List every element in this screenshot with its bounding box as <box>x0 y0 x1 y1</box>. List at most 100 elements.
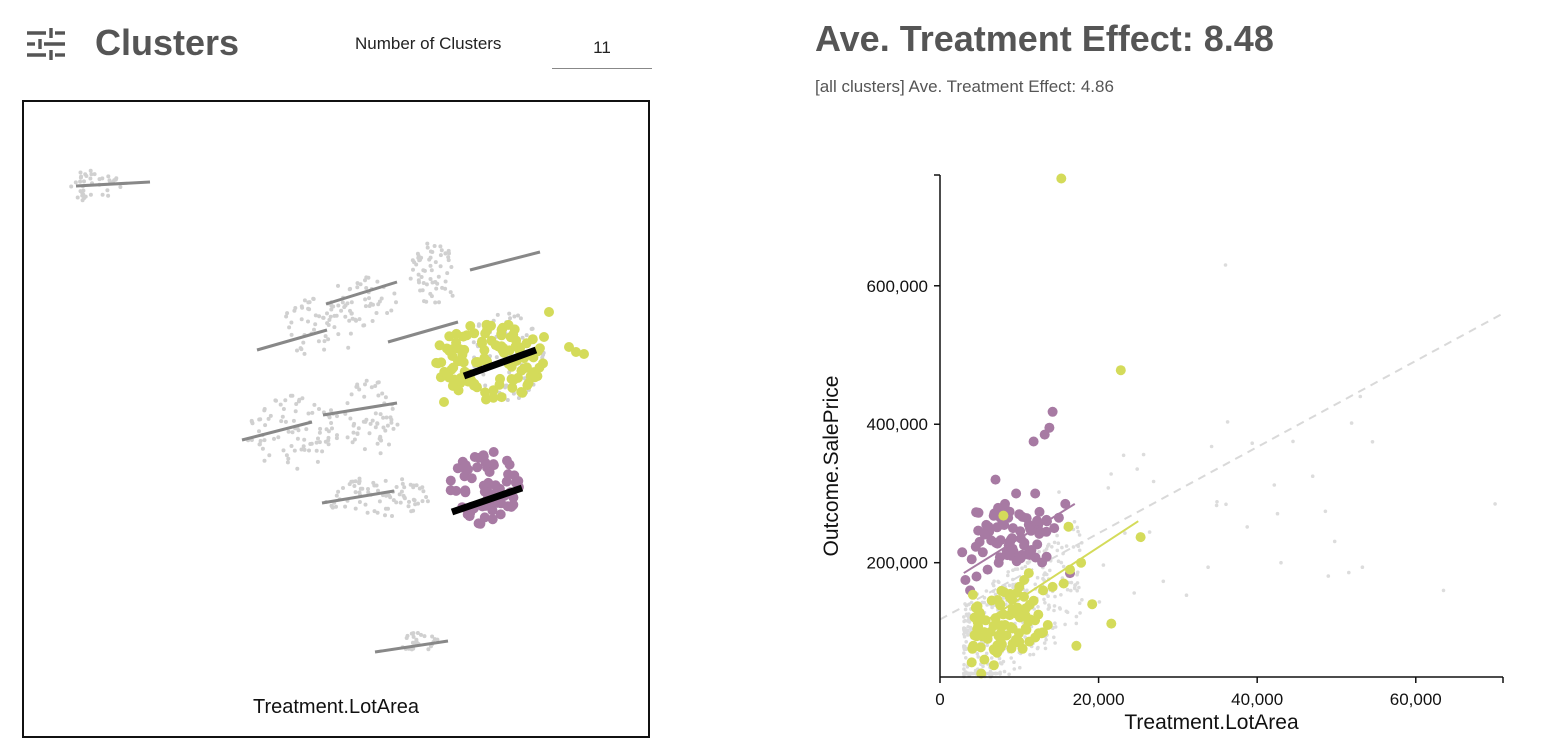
embedding-point <box>334 504 338 509</box>
embedding-point <box>88 176 93 181</box>
embedding-point <box>438 264 443 269</box>
data-point <box>971 571 982 582</box>
background-point <box>1215 500 1219 504</box>
settings-sliders-icon[interactable] <box>26 28 66 60</box>
selected-embedding-point <box>513 476 524 486</box>
cluster-embedding-plot[interactable] <box>24 102 648 736</box>
background-point <box>1064 609 1069 614</box>
embedding-point <box>419 275 424 279</box>
embedding-point <box>402 496 407 501</box>
cluster-group[interactable] <box>69 168 151 203</box>
embedding-point <box>357 479 362 484</box>
background-point <box>1072 585 1077 590</box>
embedding-point <box>306 411 311 416</box>
data-point <box>966 554 977 565</box>
embedding-point <box>446 258 451 263</box>
embedding-point <box>349 300 354 305</box>
embedding-point <box>326 429 331 434</box>
overall-trend-line <box>939 312 1504 621</box>
cluster-trend-line <box>256 328 328 352</box>
embedding-point <box>289 332 294 337</box>
embedding-point <box>279 419 284 424</box>
background-point <box>1045 572 1049 577</box>
selected-embedding-point <box>544 307 554 317</box>
embedding-point <box>302 447 307 452</box>
embedding-point <box>476 323 481 328</box>
data-point <box>992 522 1003 533</box>
cluster-embedding-panel[interactable]: Treatment.LotArea <box>22 100 650 738</box>
cluster-group[interactable] <box>256 296 362 356</box>
embedding-point <box>287 325 292 330</box>
cluster-group[interactable] <box>322 378 400 456</box>
embedding-point <box>375 510 380 515</box>
background-point <box>962 615 966 619</box>
embedding-point <box>404 636 409 640</box>
data-point <box>1135 532 1146 543</box>
background-point <box>1223 263 1228 267</box>
background-point <box>987 671 991 676</box>
embedding-point <box>421 489 426 494</box>
selected-cluster[interactable] <box>445 447 524 529</box>
embedding-point <box>299 447 304 452</box>
background-point <box>1078 611 1082 615</box>
data-point <box>979 529 990 540</box>
embedding-point <box>415 631 420 635</box>
background-point <box>1071 545 1076 549</box>
num-clusters-input[interactable] <box>552 28 652 69</box>
selected-embedding-point <box>502 455 512 466</box>
data-point <box>1015 526 1026 537</box>
background-point <box>964 670 968 674</box>
embedding-point <box>332 325 337 330</box>
selected-cluster[interactable] <box>431 307 589 407</box>
selected-embedding-point <box>496 392 507 403</box>
background-point <box>1065 587 1070 592</box>
embedding-point <box>317 440 322 445</box>
background-point <box>968 671 973 676</box>
embedding-point <box>88 192 93 197</box>
cluster-group[interactable] <box>374 631 449 654</box>
background-point <box>1053 625 1058 629</box>
background-point <box>1056 541 1061 545</box>
cluster-group[interactable] <box>387 241 459 344</box>
selected-embedding-point <box>507 382 518 393</box>
background-point <box>1011 582 1015 587</box>
cluster-group[interactable] <box>325 275 398 328</box>
embedding-point <box>428 277 433 281</box>
cluster-group[interactable] <box>321 476 430 518</box>
background-point <box>1132 591 1136 595</box>
embedding-point <box>314 448 319 453</box>
y-tick-label: 600,000 <box>867 277 928 296</box>
data-point <box>994 552 1005 563</box>
data-point <box>1058 578 1069 589</box>
background-point <box>1028 652 1032 657</box>
background-point <box>1053 641 1057 645</box>
embedding-point <box>364 286 369 290</box>
embedding-point <box>375 441 380 446</box>
data-point <box>1024 550 1035 560</box>
background-point <box>1033 582 1037 587</box>
embedding-point <box>397 492 402 497</box>
selected-embedding-point <box>519 363 529 374</box>
background-point <box>1037 550 1041 554</box>
embedding-point <box>529 327 534 331</box>
data-point <box>960 575 971 585</box>
embedding-point <box>355 432 360 436</box>
cluster-group[interactable] <box>241 393 339 471</box>
background-point <box>1023 564 1028 569</box>
background-point <box>964 656 968 660</box>
data-point <box>1041 526 1052 537</box>
embedding-point <box>296 428 301 433</box>
data-point <box>973 507 984 518</box>
embedding-point <box>343 504 348 509</box>
embedding-point <box>383 395 388 400</box>
embedding-point <box>262 438 267 443</box>
selected-embedding-point <box>433 358 444 369</box>
selected-embedding-point <box>571 347 581 357</box>
embedding-point <box>358 282 363 287</box>
embedding-point <box>371 302 375 307</box>
embedding-point <box>400 477 405 482</box>
background-point <box>967 620 972 624</box>
data-point <box>1021 603 1031 614</box>
background-point <box>971 671 975 676</box>
background-point <box>1075 572 1079 577</box>
